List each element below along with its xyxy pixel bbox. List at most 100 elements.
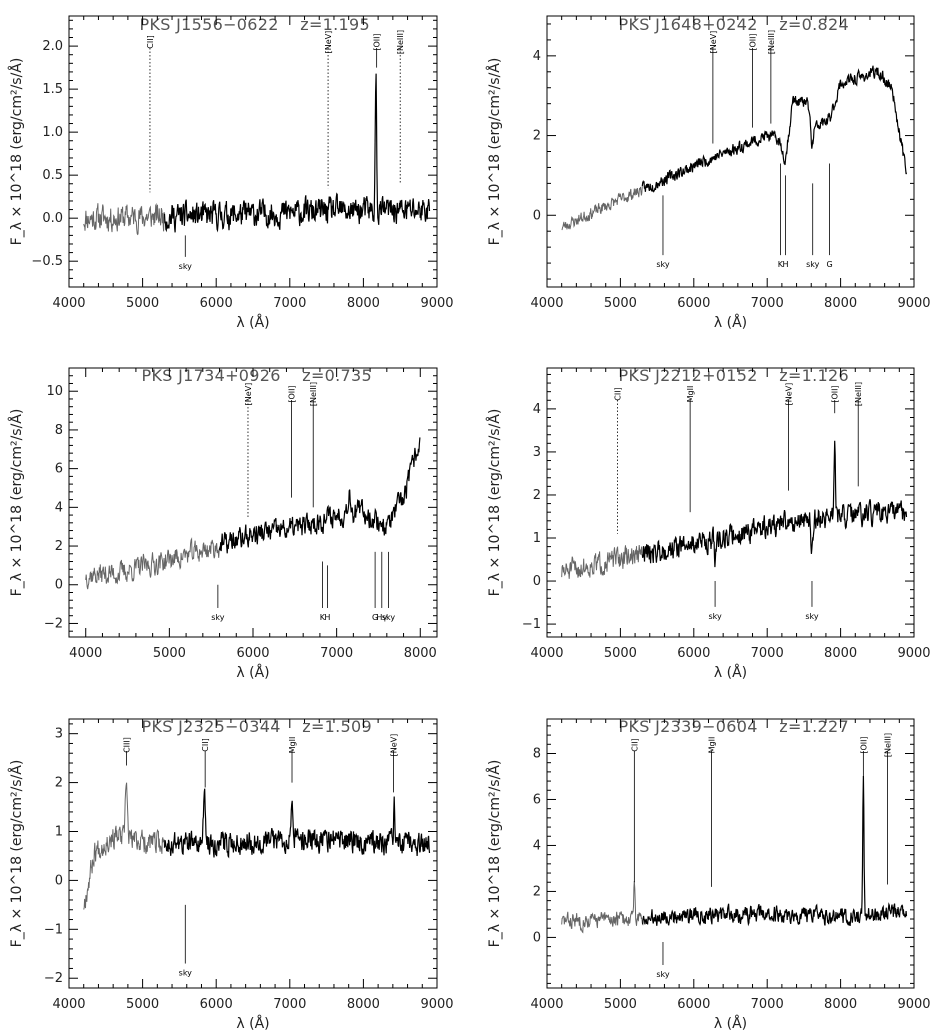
emission-label: [OII] bbox=[859, 736, 868, 753]
absorption-label: H bbox=[783, 260, 789, 269]
y-tick-label: −0.5 bbox=[31, 254, 63, 269]
y-tick-label: 8 bbox=[55, 423, 63, 438]
y-axis-label: F_λ × 10^18 (erg/cm²/s/Å) bbox=[486, 409, 503, 597]
y-tick-label: 2 bbox=[55, 539, 63, 554]
emission-label: [NeIII] bbox=[396, 30, 405, 54]
y-tick-label: −2 bbox=[44, 971, 63, 986]
y-tick-label: 0 bbox=[55, 873, 63, 888]
x-axis-label: λ (Å) bbox=[236, 314, 269, 331]
x-tick-label: 6000 bbox=[677, 646, 710, 661]
absorption-label: G bbox=[372, 613, 378, 622]
x-tick-label: 4000 bbox=[52, 997, 85, 1012]
absorption-label: sky bbox=[382, 613, 396, 622]
emission-label: [NeIII] bbox=[309, 382, 318, 406]
x-tick-label: 9000 bbox=[420, 296, 453, 311]
y-tick-label: 3 bbox=[55, 727, 63, 742]
absorption-label: sky bbox=[708, 612, 722, 621]
spectrum-line bbox=[218, 437, 421, 554]
x-axis-label: λ (Å) bbox=[714, 1015, 747, 1032]
spectrum-line bbox=[641, 65, 908, 193]
absorption-label: sky bbox=[656, 970, 670, 979]
y-tick-label: 1 bbox=[55, 824, 63, 839]
y-axis-label: F_λ × 10^18 (erg/cm²/s/Å) bbox=[486, 58, 503, 246]
y-tick-label: 4 bbox=[533, 402, 541, 417]
x-tick-label: 4000 bbox=[530, 997, 563, 1012]
spectrum-line bbox=[163, 73, 431, 233]
y-axis-label: F_λ × 10^18 (erg/cm²/s/Å) bbox=[486, 760, 503, 948]
x-tick-label: 6000 bbox=[677, 997, 710, 1012]
x-tick-label: 6000 bbox=[236, 646, 269, 661]
x-tick-label: 4000 bbox=[530, 646, 563, 661]
x-tick-label: 8000 bbox=[824, 646, 857, 661]
x-tick-label: 5000 bbox=[604, 296, 637, 311]
y-tick-label: −1 bbox=[44, 922, 63, 937]
plot-frame bbox=[68, 15, 438, 288]
absorption-label: sky bbox=[806, 260, 820, 269]
spectrum-line-blue-end bbox=[561, 186, 643, 231]
emission-label: MgII bbox=[288, 737, 297, 754]
x-tick-label: 4000 bbox=[69, 646, 102, 661]
x-tick-label: 6000 bbox=[200, 296, 233, 311]
y-axis-label: F_λ × 10^18 (erg/cm²/s/Å) bbox=[8, 58, 25, 246]
x-tick-label: 7000 bbox=[751, 997, 784, 1012]
emission-label: CII] bbox=[630, 738, 639, 751]
emission-label: [NeIII] bbox=[884, 733, 893, 757]
y-tick-label: 0.0 bbox=[42, 211, 63, 226]
x-tick-label: 7000 bbox=[273, 296, 306, 311]
spectrum-line-blue-end bbox=[83, 202, 165, 236]
emission-label: [NeV] bbox=[709, 31, 718, 54]
absorption-label: H bbox=[324, 613, 330, 622]
absorption-label: K bbox=[320, 613, 326, 622]
chart-panel-5: 4000 5000 6000 7000 8000 9000 −2 −1 0 1 2 3 λ (Å) F_λ… bbox=[8, 718, 454, 1032]
chart-panel-4: 4000 5000 6000 7000 8000 9000 −1 0 1 2 3 4 λ (Å) F_λ … bbox=[486, 367, 931, 681]
chart-panel-3: 4000 5000 6000 7000 8000 −2 0 2 4 6 8 10 λ (Å) F_λ × … bbox=[8, 367, 438, 681]
chart-panel-1: 4000 5000 6000 7000 8000 9000 −0.5 0.0 0.5 1.0 1.5… bbox=[8, 15, 454, 331]
spectrum-line bbox=[641, 440, 908, 568]
plot-frame bbox=[546, 718, 915, 989]
emission-label: [OII] bbox=[831, 385, 840, 402]
emission-label: [NeIII] bbox=[854, 382, 863, 406]
absorption-label: K bbox=[778, 260, 784, 269]
y-tick-label: 2 bbox=[55, 776, 63, 791]
absorption-label: sky bbox=[656, 260, 670, 269]
x-tick-label: 5000 bbox=[126, 997, 159, 1012]
emission-label: [OII] bbox=[287, 385, 296, 402]
x-axis-label: λ (Å) bbox=[714, 314, 747, 331]
x-tick-label: 5000 bbox=[604, 646, 637, 661]
emission-label: [NeV] bbox=[390, 734, 399, 757]
y-tick-label: −1 bbox=[522, 617, 541, 632]
x-tick-label: 9000 bbox=[897, 296, 930, 311]
y-axis-label: F_λ × 10^18 (erg/cm²/s/Å) bbox=[8, 760, 25, 948]
x-tick-label: 5000 bbox=[604, 997, 637, 1012]
x-axis-label: λ (Å) bbox=[714, 664, 747, 681]
plot-frame bbox=[546, 367, 915, 638]
y-tick-label: 1.0 bbox=[42, 125, 63, 140]
x-tick-label: 7000 bbox=[751, 646, 784, 661]
x-tick-label: 9000 bbox=[897, 997, 930, 1012]
panel-title-5: PKS J2325−0344 z=1.509 bbox=[141, 717, 372, 736]
y-tick-label: 2 bbox=[533, 884, 541, 899]
x-tick-label: 8000 bbox=[347, 997, 380, 1012]
y-tick-label: 1.5 bbox=[42, 82, 63, 97]
y-tick-label: 10 bbox=[46, 384, 63, 399]
emission-label: CII] bbox=[613, 387, 622, 400]
x-tick-label: 8000 bbox=[824, 997, 857, 1012]
absorption-label: sky bbox=[211, 613, 225, 622]
x-tick-label: 4000 bbox=[530, 296, 563, 311]
y-tick-label: −2 bbox=[44, 616, 63, 631]
x-axis-label: λ (Å) bbox=[236, 1015, 269, 1032]
emission-label: CII] bbox=[201, 738, 210, 751]
y-axis-label: F_λ × 10^18 (erg/cm²/s/Å) bbox=[8, 409, 25, 597]
emission-label: [NeV] bbox=[324, 31, 333, 54]
x-tick-label: 7000 bbox=[273, 997, 306, 1012]
x-tick-label: 5000 bbox=[153, 646, 186, 661]
chart-panel-6: 4000 5000 6000 7000 8000 9000 0 2 4 6 8 λ (Å) F_λ × … bbox=[486, 718, 931, 1032]
x-tick-label: 9000 bbox=[420, 997, 453, 1012]
x-tick-label: 7000 bbox=[751, 296, 784, 311]
x-axis-label: λ (Å) bbox=[236, 664, 269, 681]
plot-frame bbox=[68, 718, 438, 989]
absorption-label: sky bbox=[179, 262, 193, 271]
y-tick-label: 2 bbox=[533, 129, 541, 144]
x-tick-label: 6000 bbox=[677, 296, 710, 311]
emission-label: MgII bbox=[707, 737, 716, 754]
